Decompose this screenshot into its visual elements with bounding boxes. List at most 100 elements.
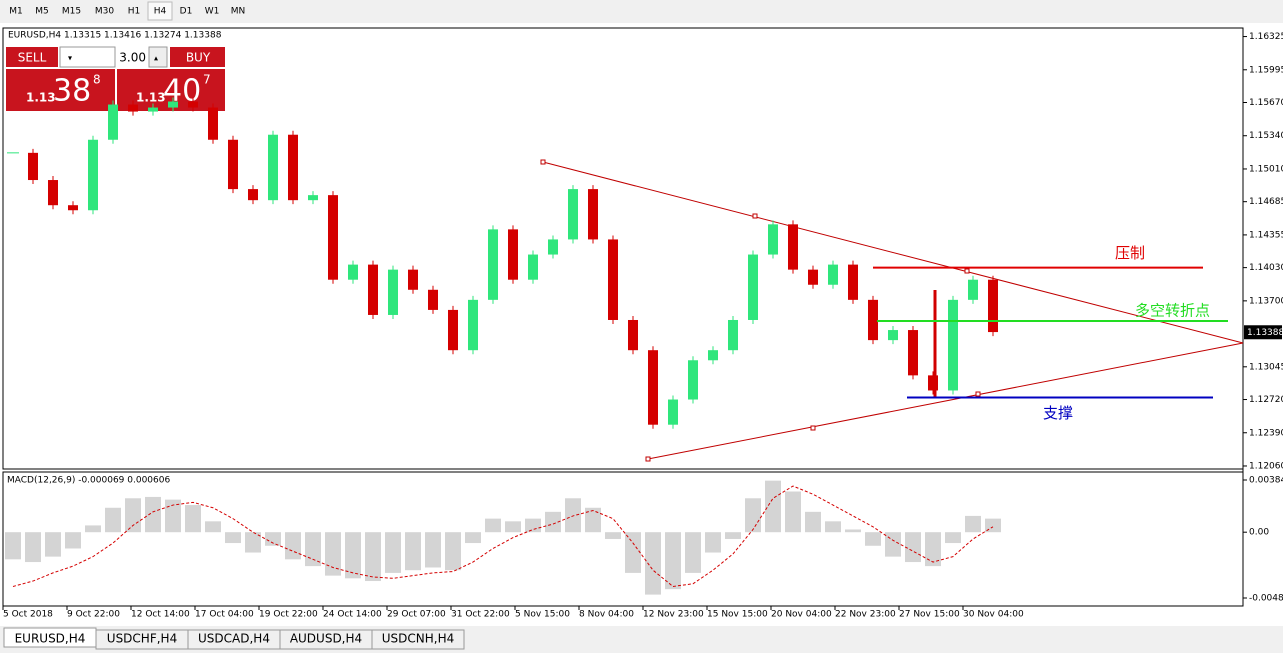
- anchor: [975, 391, 981, 397]
- candle-body: [548, 239, 558, 255]
- macd-bar: [845, 529, 861, 533]
- macd-bar: [185, 505, 201, 533]
- macd-bar: [965, 515, 981, 533]
- macd-bar: [705, 532, 721, 553]
- macd-bar: [525, 518, 541, 533]
- macd-bar: [585, 507, 601, 533]
- macd-bar: [145, 496, 161, 533]
- candle-body: [468, 299, 478, 351]
- macd-bar: [825, 521, 841, 533]
- volume: 3.00: [119, 51, 146, 65]
- candle-body: [128, 104, 138, 112]
- macd-bar: [765, 480, 781, 533]
- candle-body: [428, 289, 438, 310]
- x-tick-label: 30 Nov 04:00: [963, 610, 1024, 620]
- macd-bar: [225, 532, 241, 544]
- macd-bar: [625, 532, 641, 573]
- y-tick-label: 1.14355: [1249, 230, 1283, 240]
- macd-bar: [505, 521, 521, 533]
- trend-line: [647, 342, 1244, 460]
- candle-body: [708, 350, 718, 361]
- buy-button[interactable]: [170, 47, 225, 67]
- timeframe-button[interactable]: [4, 2, 28, 20]
- macd-bar: [45, 532, 61, 557]
- timeframe-button[interactable]: [122, 2, 146, 20]
- macd-bar: [645, 532, 661, 595]
- anchor: [540, 159, 546, 165]
- macd-tick-label: 0.003847: [1249, 476, 1283, 486]
- macd-bar: [425, 532, 441, 568]
- y-tick-label: 1.12390: [1249, 428, 1283, 438]
- sell-button[interactable]: [6, 47, 58, 67]
- macd-bar: [345, 532, 361, 579]
- x-tick-label: 5 Nov 15:00: [515, 610, 570, 620]
- timeframe-button[interactable]: [147, 1, 173, 21]
- candle-body: [268, 134, 278, 201]
- candle-body: [928, 375, 938, 391]
- buy-label: BUY: [186, 51, 211, 65]
- timeframe-label: D1: [180, 7, 193, 17]
- timeframe-label: M15: [62, 7, 81, 17]
- timeframe-label: H4: [154, 7, 167, 17]
- candle-body: [208, 107, 218, 140]
- candle-body: [408, 269, 418, 290]
- level-label: 支撑: [1043, 404, 1073, 422]
- macd-signal: [12, 485, 994, 587]
- macd-tick-label: -0.00485: [1249, 593, 1283, 603]
- candle-body: [948, 299, 958, 391]
- macd-bar: [245, 532, 261, 553]
- macd-bar: [605, 532, 621, 539]
- candle-body: [28, 152, 38, 181]
- macd-bar: [925, 532, 941, 567]
- timeframe-label: H1: [128, 7, 141, 17]
- candle-body: [968, 279, 978, 300]
- macd-bar: [885, 532, 901, 557]
- y-tick-label: 1.13045: [1249, 362, 1283, 372]
- candle-body: [288, 134, 298, 201]
- macd-bar: [665, 532, 681, 590]
- macd-bar: [405, 532, 421, 571]
- candle-body: [808, 269, 818, 285]
- y-tick-label: 1.15340: [1249, 131, 1283, 141]
- macd-bar: [945, 532, 961, 544]
- candle-body: [788, 224, 798, 270]
- y-tick-label: 1.13700: [1249, 296, 1283, 306]
- y-tick-label: 1.15010: [1249, 164, 1283, 174]
- macd-label: MACD(12,26,9) -0.000069 0.000606: [7, 476, 170, 486]
- sell-quote[interactable]: [6, 69, 115, 111]
- timeframe-button[interactable]: [200, 2, 224, 20]
- candle-body: [668, 399, 678, 425]
- y-tick-label: 1.15995: [1249, 65, 1283, 75]
- y-tick-label: 1.15670: [1249, 98, 1283, 108]
- candle-body: [348, 264, 358, 280]
- macd-bar: [865, 532, 881, 546]
- tab[interactable]: [371, 629, 465, 650]
- trade-panel: SELL ▾ 3.00 ▴ BUY 1.13 38 8 1.13 40 7: [6, 46, 225, 111]
- timeframe-button[interactable]: [89, 2, 120, 20]
- candle-body: [988, 279, 998, 333]
- macd-bar: [25, 532, 41, 563]
- up-button[interactable]: [148, 46, 168, 68]
- candle-body: [568, 189, 578, 240]
- tab-label: USDCAD,H4: [198, 632, 270, 646]
- x-tick-label: 15 Nov 15:00: [707, 610, 768, 620]
- candle-body: [188, 101, 198, 108]
- x-tick-label: 12 Oct 14:00: [131, 610, 190, 620]
- volume-input[interactable]: [59, 46, 116, 68]
- candle-body: [88, 139, 98, 211]
- price-badge: [1244, 325, 1282, 340]
- timeframe-button[interactable]: [226, 2, 250, 20]
- candle-body: [228, 139, 238, 190]
- macd-tick-label: 0.00: [1249, 528, 1269, 538]
- macd-bar: [325, 532, 341, 576]
- macd-bar: [785, 491, 801, 533]
- timeframe-button[interactable]: [56, 2, 87, 20]
- candle-body: [248, 189, 258, 201]
- timeframe-button[interactable]: [174, 2, 198, 20]
- macd-bar: [265, 532, 281, 546]
- timeframe-button[interactable]: [30, 2, 54, 20]
- down-arrow: ▾: [68, 54, 72, 63]
- y-tick-label: 1.12720: [1249, 395, 1283, 405]
